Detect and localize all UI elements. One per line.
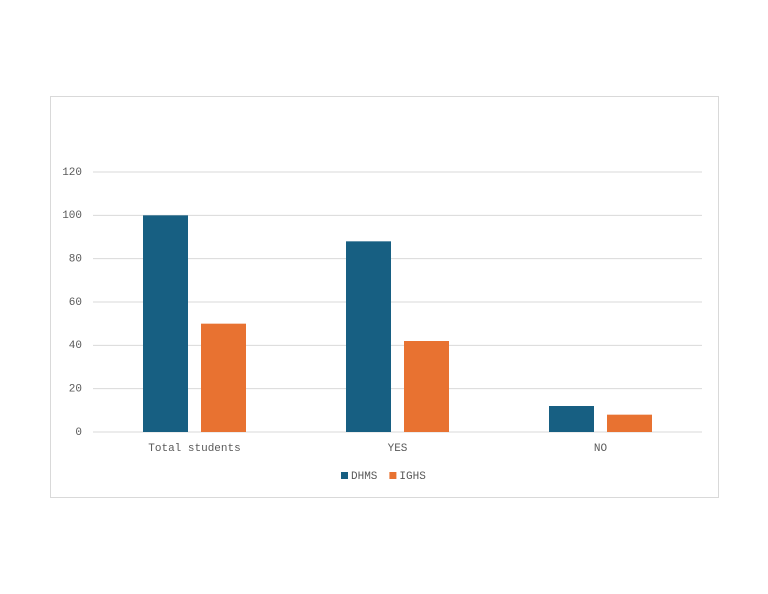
x-tick-label: NO: [594, 443, 608, 455]
bar: [404, 341, 449, 432]
y-tick-label: 60: [69, 297, 82, 309]
legend-marker: [389, 472, 397, 479]
y-tick-label: 120: [62, 167, 82, 179]
bar: [346, 241, 391, 432]
bar: [607, 414, 652, 432]
legend-label: DHMS: [351, 471, 378, 483]
bar: [143, 215, 188, 432]
y-tick-label: 80: [69, 254, 82, 266]
y-tick-label: 100: [62, 210, 82, 222]
y-tick-label: 0: [75, 427, 82, 439]
legend-label: IGHS: [399, 471, 426, 483]
x-tick-label: YES: [388, 443, 408, 455]
legend-marker: [341, 472, 348, 479]
y-tick-label: 40: [69, 340, 82, 352]
bar: [201, 323, 246, 432]
y-tick-label: 20: [69, 384, 82, 396]
x-tick-label: Total students: [148, 443, 240, 455]
bar: [549, 406, 594, 432]
